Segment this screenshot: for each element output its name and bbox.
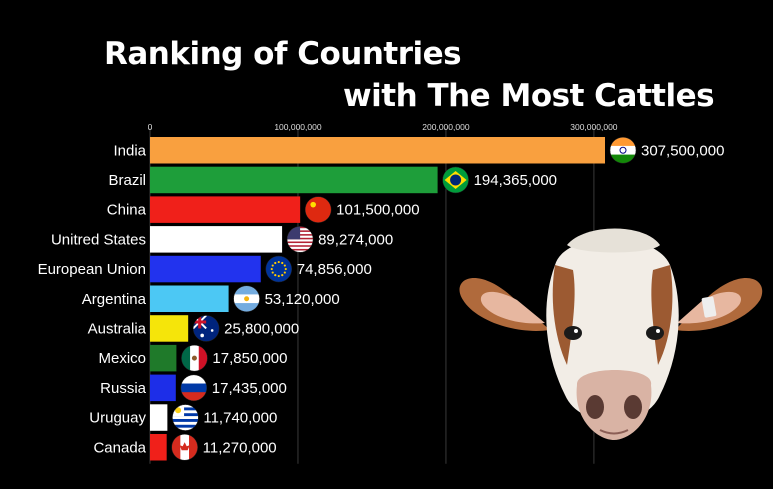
canada-flag xyxy=(171,434,198,461)
cow-head-illustration xyxy=(459,228,763,440)
category-label: India xyxy=(113,142,146,159)
category-label: Brazil xyxy=(108,172,146,189)
brazil-flag xyxy=(442,166,469,193)
bar-uruguay xyxy=(150,404,168,431)
bar-argentina xyxy=(150,285,229,312)
value-label: 17,850,000 xyxy=(212,350,287,367)
value-label: 11,740,000 xyxy=(203,410,277,427)
bar-european-union xyxy=(150,255,261,283)
category-label: European Union xyxy=(38,261,146,278)
x-tick-label: 200,000,000 xyxy=(422,122,470,132)
bar-india xyxy=(150,137,605,164)
value-label: 194,365,000 xyxy=(474,172,557,189)
value-label: 11,270,000 xyxy=(203,439,277,456)
x-tick-label: 300,000,000 xyxy=(570,122,618,132)
category-label: Russia xyxy=(100,380,147,397)
russia-flag xyxy=(180,374,207,401)
category-label: Uruguay xyxy=(89,410,146,427)
category-label: Unitred States xyxy=(51,231,146,248)
value-label: 74,856,000 xyxy=(297,261,372,278)
bar-unitred-states xyxy=(150,226,283,253)
argentina-flag xyxy=(233,285,260,312)
mexico-flag xyxy=(181,345,208,372)
india-flag xyxy=(610,137,636,164)
bar-china xyxy=(150,196,301,223)
x-tick-label: 0 xyxy=(148,122,153,132)
bar-mexico xyxy=(150,344,177,372)
category-label: China xyxy=(107,202,147,219)
bar-australia xyxy=(150,315,189,342)
category-label: Australia xyxy=(88,320,147,337)
value-label: 89,274,000 xyxy=(318,231,393,248)
value-label: 25,800,000 xyxy=(224,320,299,337)
eu-flag xyxy=(265,256,292,283)
category-label: Argentina xyxy=(82,291,147,308)
value-label: 17,435,000 xyxy=(212,380,287,397)
bar-canada xyxy=(150,434,167,461)
uruguay-flag xyxy=(172,404,199,431)
value-label: 101,500,000 xyxy=(336,202,419,219)
china-flag xyxy=(305,196,332,223)
value-label: 53,120,000 xyxy=(265,291,340,308)
x-tick-label: 100,000,000 xyxy=(274,122,322,132)
category-label: Canada xyxy=(93,439,146,456)
chart-title-line-1: Ranking of Countries xyxy=(104,36,462,72)
bar-brazil xyxy=(150,166,438,194)
value-label: 307,500,000 xyxy=(641,142,724,159)
category-label: Mexico xyxy=(98,350,146,367)
chart-title-line-2: with The Most Cattles xyxy=(343,78,715,114)
bar-russia xyxy=(150,374,176,402)
